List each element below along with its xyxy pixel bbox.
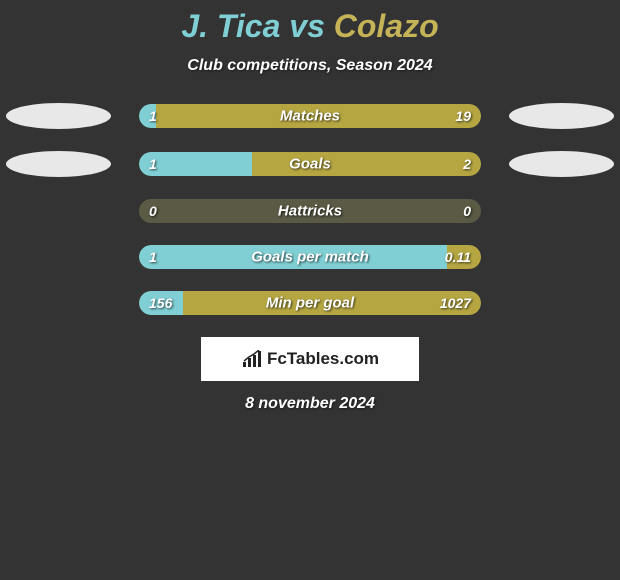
stat-label: Goals [289,156,331,173]
page-title: J. Tica vs Colazo [0,8,620,45]
stat-label: Min per goal [266,295,354,312]
player1-badge [6,151,111,177]
player2-name: Colazo [334,8,439,44]
bar-segment-player2 [252,152,481,176]
stat-value-player2: 2 [463,156,471,172]
stat-value-player2: 0.11 [445,249,471,265]
stat-value-player1: 156 [149,295,172,311]
stat-value-player2: 1027 [440,295,471,311]
stats-list: 1 Matches 19 1 Goals 2 0 Hattricks 0 1 Goals per m… [0,103,620,315]
stat-value-player1: 1 [149,249,157,265]
stat-bar: 1 Goals per match 0.11 [139,245,481,269]
stat-bar: 0 Hattricks 0 [139,199,481,223]
stat-bar: 1 Goals 2 [139,152,481,176]
stat-label: Hattricks [278,203,342,220]
stat-label: Matches [280,108,340,125]
stat-bar: 156 Min per goal 1027 [139,291,481,315]
stat-bar: 1 Matches 19 [139,104,481,128]
stat-row: 1 Goals per match 0.11 [0,245,620,269]
stat-value-player2: 19 [455,108,471,124]
stat-row: 156 Min per goal 1027 [0,291,620,315]
stat-row: 1 Matches 19 [0,103,620,129]
player2-badge [509,103,614,129]
stat-value-player2: 0 [463,203,471,219]
logo-box: FcTables.com [201,337,419,381]
date: 8 november 2024 [0,395,620,413]
stat-value-player1: 0 [149,203,157,219]
player1-name: J. Tica [181,8,280,44]
logo-text: FcTables.com [267,349,379,369]
logo: FcTables.com [241,349,379,369]
stat-value-player1: 1 [149,156,157,172]
subtitle: Club competitions, Season 2024 [0,57,620,75]
comparison-infographic: J. Tica vs Colazo Club competitions, Sea… [0,0,620,413]
vs-text: vs [280,8,333,44]
chart-icon [241,350,263,368]
stat-value-player1: 1 [149,108,157,124]
stat-row: 0 Hattricks 0 [0,199,620,223]
stat-row: 1 Goals 2 [0,151,620,177]
player2-badge [509,151,614,177]
player1-badge [6,103,111,129]
stat-label: Goals per match [251,249,369,266]
